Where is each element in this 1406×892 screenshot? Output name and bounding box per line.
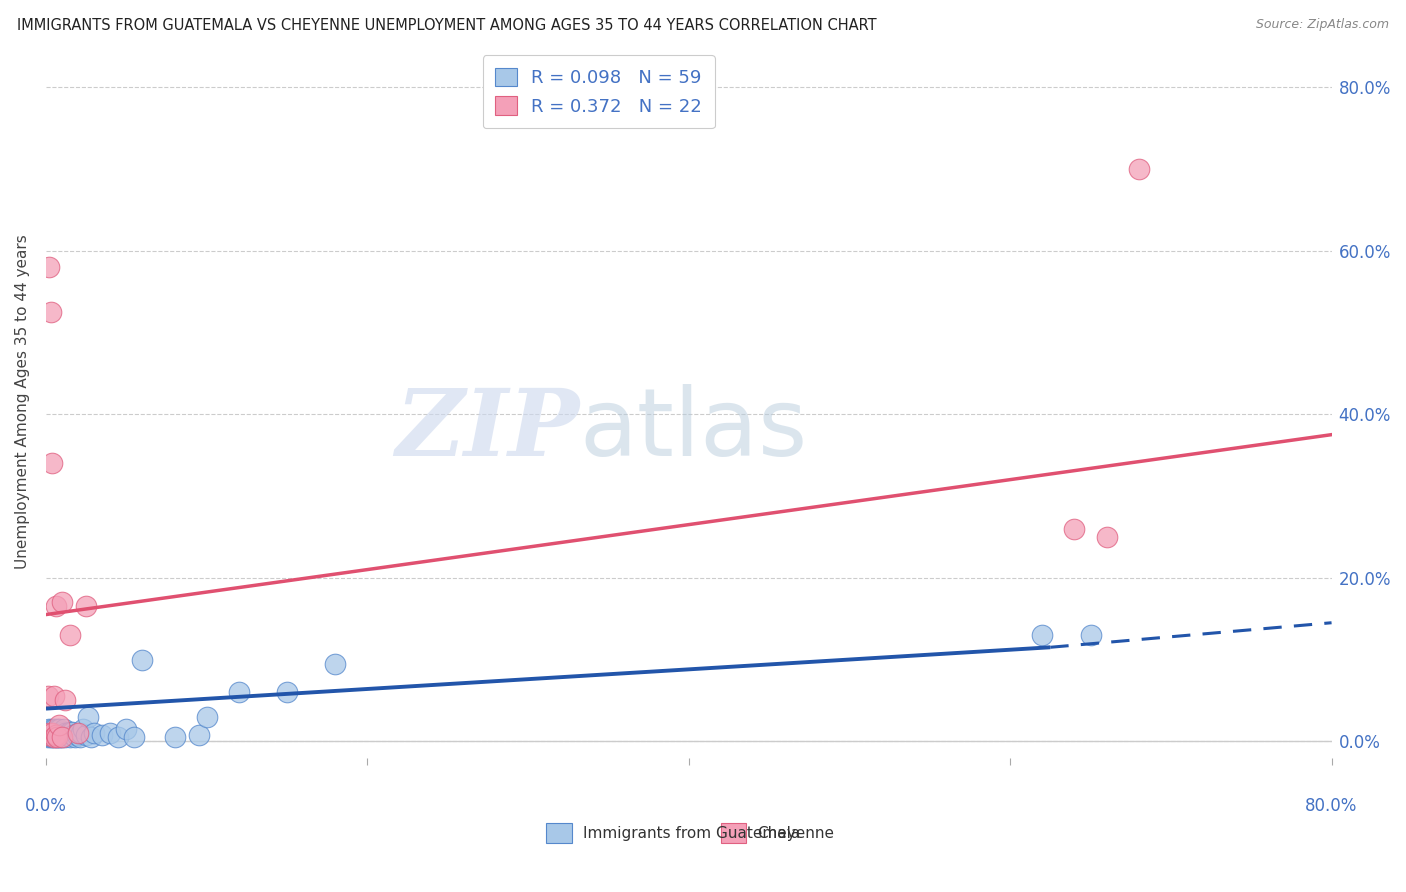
Point (42, 730, 65, 744)
Point (124, 730, 146, 744)
Point (48, 728, 70, 742)
Point (46, 722, 69, 736)
Legend: R = 0.098   N = 59, R = 0.372   N = 22: R = 0.098 N = 59, R = 0.372 N = 22 (482, 55, 714, 128)
Point (276, 685, 298, 699)
Point (75, 599, 97, 614)
Point (195, 710, 218, 724)
Point (1080, 628, 1102, 642)
Point (76, 710, 98, 724)
Text: Source: ZipAtlas.com: Source: ZipAtlas.com (1256, 18, 1389, 31)
Point (65, 728, 87, 742)
Point (323, 657, 346, 671)
Point (37, 690, 59, 704)
Point (42, 726, 65, 740)
Point (39, 305, 62, 319)
Point (38, 260, 60, 274)
Point (228, 685, 250, 699)
Text: 80.0%: 80.0% (1305, 797, 1358, 814)
Point (80, 730, 103, 744)
Point (53, 693, 76, 707)
Point (45, 724, 67, 739)
Point (38, 728, 60, 742)
Point (72, 722, 94, 736)
Point (42, 690, 65, 704)
Point (62, 728, 84, 742)
Point (131, 652, 153, 666)
Point (41, 722, 63, 736)
Text: ZIP: ZIP (395, 385, 579, 475)
Point (38, 722, 60, 736)
Point (83, 726, 105, 740)
Point (49, 730, 72, 744)
Point (52, 722, 75, 736)
Point (46, 730, 69, 744)
Point (67, 726, 90, 740)
Text: IMMIGRANTS FROM GUATEMALA VS CHEYENNE UNEMPLOYMENT AMONG AGES 35 TO 44 YEARS COR: IMMIGRANTS FROM GUATEMALA VS CHEYENNE UN… (17, 18, 876, 33)
Point (52, 728, 75, 742)
Point (46, 730, 69, 744)
Point (70, 726, 93, 740)
Point (45, 728, 67, 742)
Point (45, 730, 67, 744)
Y-axis label: Unemployment Among Ages 35 to 44 years: Unemployment Among Ages 35 to 44 years (15, 235, 30, 569)
Text: 0.0%: 0.0% (25, 797, 67, 814)
Text: Cheyenne: Cheyenne (756, 826, 834, 840)
Point (59, 724, 82, 739)
Point (1031, 628, 1053, 642)
Point (41, 456, 63, 470)
Point (53, 726, 76, 740)
Point (48, 730, 70, 744)
Point (1095, 530, 1118, 544)
Point (1063, 522, 1085, 536)
Text: atlas: atlas (579, 384, 807, 476)
Point (163, 730, 186, 744)
Point (41, 730, 63, 744)
Point (37, 728, 59, 742)
Point (41, 728, 63, 742)
Point (75, 728, 97, 742)
Point (59, 628, 82, 642)
Point (60, 724, 83, 739)
Point (45, 599, 67, 614)
Point (39, 726, 62, 740)
Point (51, 595, 73, 609)
Point (38, 726, 60, 740)
Point (56, 728, 79, 742)
Point (45, 728, 67, 742)
Point (115, 722, 138, 736)
Point (187, 728, 209, 742)
Point (39, 724, 62, 739)
Point (67, 726, 90, 740)
Text: Immigrants from Guatemala: Immigrants from Guatemala (583, 826, 800, 840)
Point (41, 726, 63, 740)
Point (63, 730, 86, 744)
Point (48, 722, 70, 736)
Point (69, 730, 91, 744)
Point (51, 730, 73, 744)
Point (42, 730, 65, 744)
Point (46, 726, 69, 740)
Point (51, 724, 73, 739)
Point (49, 726, 72, 740)
Point (48, 718, 70, 732)
Point (39, 730, 62, 744)
Point (1128, 161, 1150, 176)
Point (59, 730, 82, 744)
Point (91, 728, 114, 742)
Point (53, 730, 76, 744)
Point (37, 730, 59, 744)
Point (42, 722, 65, 736)
Point (107, 730, 129, 744)
Point (51, 730, 73, 744)
Point (58, 726, 80, 740)
Point (98, 726, 121, 740)
